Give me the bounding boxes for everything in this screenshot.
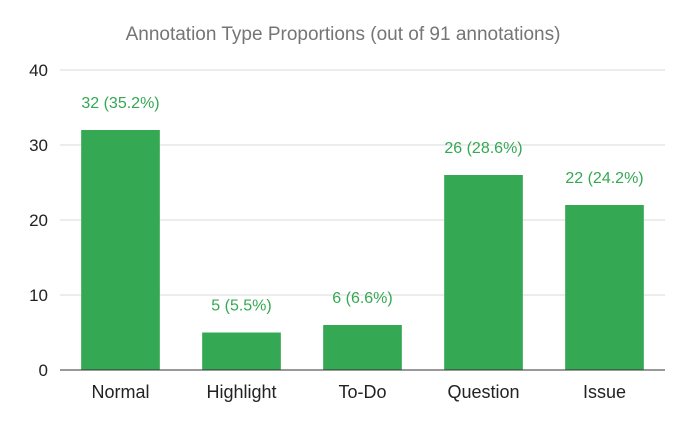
y-axis-ticks: 0 10 20 30 40 bbox=[29, 61, 48, 380]
bar-highlight bbox=[202, 332, 281, 370]
bar-to-do bbox=[323, 325, 402, 370]
y-tick-label: 40 bbox=[29, 61, 48, 80]
x-axis-categories: Normal Highlight To-Do Question Issue bbox=[91, 382, 626, 402]
data-label: 26 (28.6%) bbox=[444, 140, 522, 157]
data-label: 6 (6.6%) bbox=[332, 290, 392, 307]
gridlines bbox=[60, 69, 665, 296]
data-label: 32 (35.2%) bbox=[81, 95, 159, 112]
y-tick-label: 0 bbox=[39, 361, 48, 380]
bar-question bbox=[444, 175, 523, 370]
y-tick-label: 30 bbox=[29, 136, 48, 155]
y-tick-label: 10 bbox=[29, 286, 48, 305]
bars bbox=[81, 130, 644, 370]
x-category-label: To-Do bbox=[338, 382, 386, 402]
x-category-label: Normal bbox=[91, 382, 149, 402]
x-category-label: Highlight bbox=[206, 382, 276, 402]
bar-issue bbox=[565, 205, 644, 370]
y-tick-label: 20 bbox=[29, 211, 48, 230]
data-label: 22 (24.2%) bbox=[565, 170, 643, 187]
chart-title: Annotation Type Proportions (out of 91 a… bbox=[126, 24, 561, 45]
x-category-label: Issue bbox=[583, 382, 626, 402]
data-label: 5 (5.5%) bbox=[211, 298, 271, 315]
bar-normal bbox=[81, 130, 160, 370]
x-category-label: Question bbox=[447, 382, 519, 402]
data-labels: 32 (35.2%) 5 (5.5%) 6 (6.6%) 26 (28.6%) 22 (… bbox=[81, 95, 643, 315]
